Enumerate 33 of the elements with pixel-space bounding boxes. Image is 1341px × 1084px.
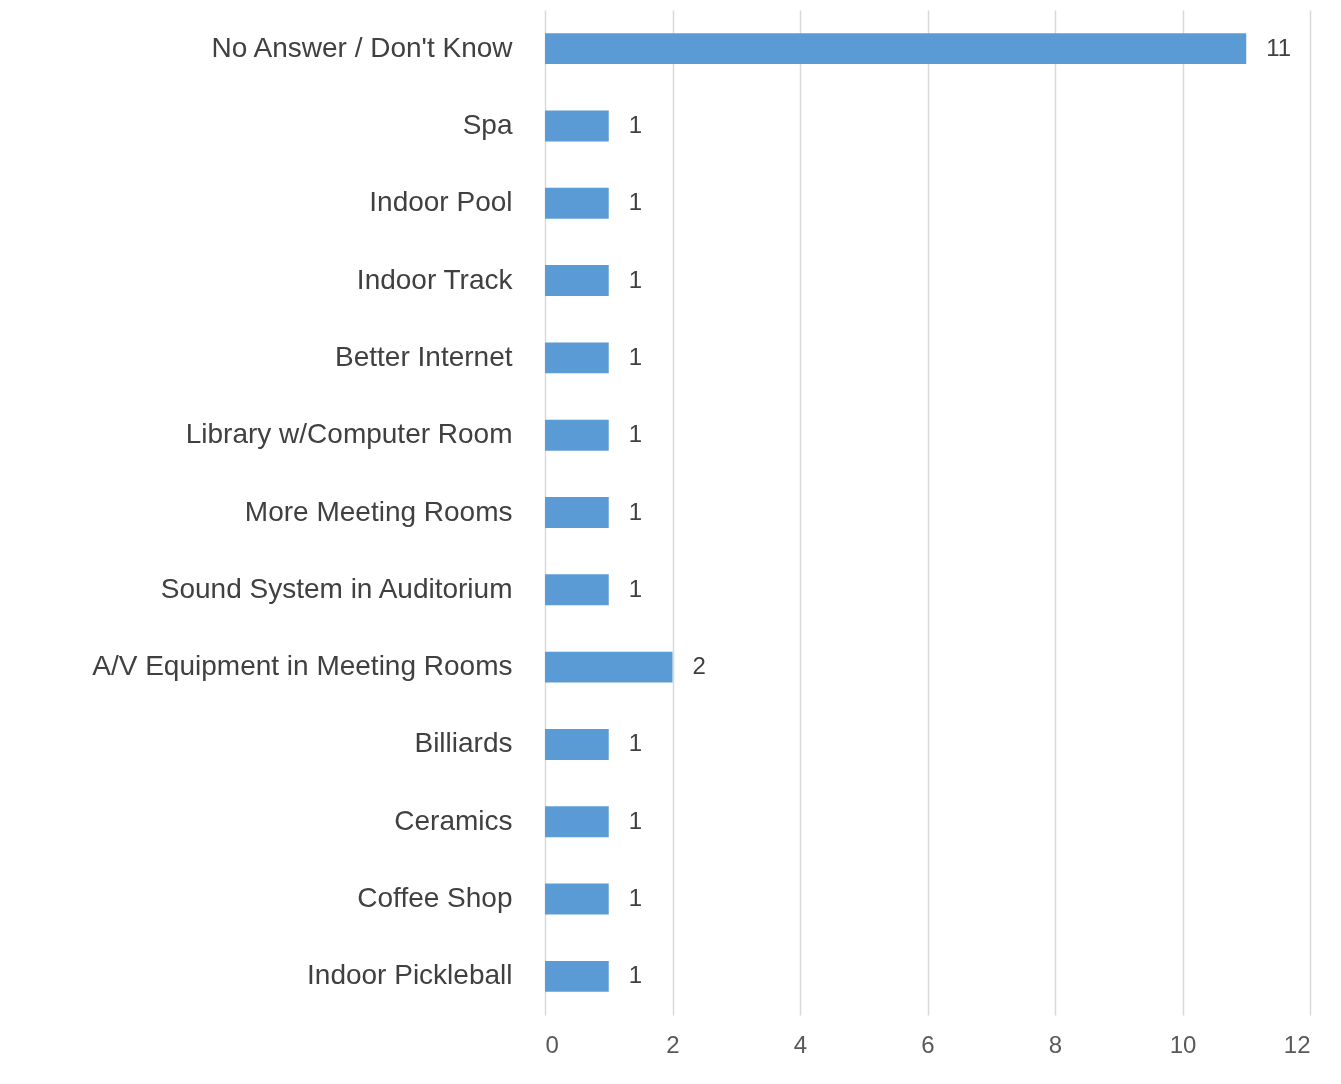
data-label: 1 — [628, 110, 643, 138]
y-tick-label: Library w/Computer Room — [185, 418, 513, 450]
data-label: 1 — [628, 884, 643, 912]
x-tick-label: 6 — [921, 1030, 935, 1058]
y-tick-label: Indoor Pool — [369, 186, 513, 218]
y-tick-label: Ceramics — [394, 804, 513, 836]
y-tick-label: Billiards — [414, 727, 513, 759]
y-tick-label: Better Internet — [335, 340, 513, 372]
x-tick-label: 0 — [545, 1030, 559, 1058]
data-label: 1 — [628, 574, 643, 602]
y-tick-label: Sound System in Auditorium — [160, 572, 513, 604]
y-tick-label: Coffee Shop — [357, 882, 513, 914]
y-tick-label: Indoor Track — [356, 263, 514, 295]
data-label: 1 — [628, 420, 643, 448]
y-tick-label: A/V Equipment in Meeting Rooms — [92, 650, 513, 682]
y-tick-label: More Meeting Rooms — [244, 495, 513, 527]
y-tick-label: Spa — [462, 108, 513, 140]
x-tick-label: 12 — [1283, 1030, 1311, 1058]
data-label: 11 — [1266, 33, 1292, 61]
x-tick-label: 10 — [1169, 1030, 1197, 1058]
data-label: 1 — [628, 729, 643, 757]
data-label: 1 — [628, 265, 643, 293]
x-tick-label: 8 — [1048, 1030, 1063, 1058]
y-tick-label: Indoor Pickleball — [307, 959, 513, 991]
data-label: 1 — [628, 188, 643, 216]
x-tick-label: 2 — [666, 1030, 680, 1058]
data-label: 1 — [628, 806, 643, 834]
y-tick-label: No Answer / Don't Know — [211, 31, 514, 63]
x-tick-label: 4 — [793, 1030, 808, 1058]
data-label: 1 — [628, 497, 643, 525]
data-label: 1 — [628, 342, 643, 370]
data-label: 2 — [692, 652, 706, 680]
data-label: 1 — [628, 961, 643, 989]
